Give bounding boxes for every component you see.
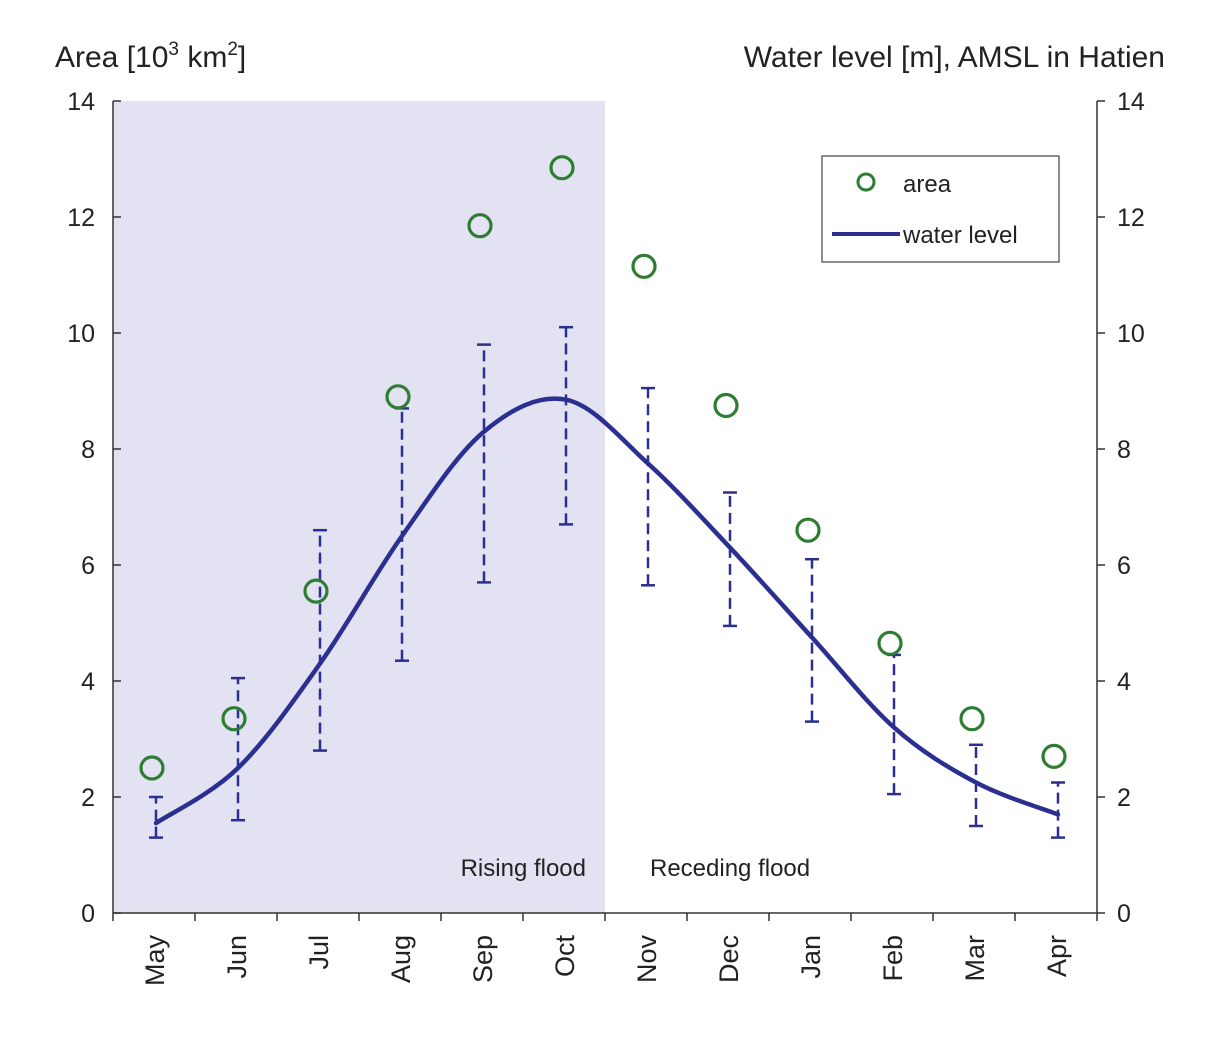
area-point-sep (467, 213, 493, 239)
ticks: 0 0 2 2 4 4 6 6 8 8 10 10 12 12 14 14 May Jun Jul Aug Sep Oct… (67, 88, 1145, 986)
area-point-jan (795, 517, 821, 543)
x-tick-label-nov: Nov (632, 935, 662, 984)
area-point-dec (713, 392, 739, 419)
x-tick-label-jun: Jun (222, 935, 252, 979)
x-tick-label-aug: Aug (386, 935, 416, 983)
right-y-tick-label: 2 (1117, 784, 1131, 812)
left-y-tick-label: 10 (67, 320, 95, 348)
water-level-line (153, 396, 1061, 826)
right-y-tick-label: 14 (1117, 88, 1145, 116)
region-labels: Rising flood Receding flood (461, 855, 811, 882)
area-point-jul (303, 578, 329, 604)
left-y-tick-label: 0 (81, 900, 95, 928)
area-point-jun (221, 706, 247, 732)
right-y-axis-label: Water level [m], AMSL in Hatien (744, 41, 1165, 74)
area-point-may (139, 755, 165, 781)
left-y-tick-label: 12 (67, 204, 95, 232)
region-rising-flood (113, 101, 605, 913)
left-y-tick-label: 6 (81, 552, 95, 580)
left-y-tick-label: 4 (81, 668, 95, 696)
x-tick-label-jul: Jul (304, 935, 334, 970)
x-tick-label-apr: Apr (1042, 935, 1072, 977)
x-tick-label-feb: Feb (878, 935, 908, 982)
legend-water-level-label: water level (902, 222, 1018, 249)
x-tick-label-oct: Oct (550, 935, 580, 978)
area-point-nov (631, 253, 657, 279)
x-tick-label-jan: Jan (796, 935, 826, 979)
area-point-apr (1041, 743, 1067, 770)
right-y-tick-label: 4 (1117, 668, 1131, 696)
region-label-rising-flood: Rising flood (461, 855, 586, 882)
right-y-tick-label: 8 (1117, 436, 1131, 464)
area-series (139, 155, 1067, 781)
x-tick-label-may: May (140, 935, 170, 987)
left-y-axis-label: Area [103 km2] (55, 39, 246, 74)
left-y-tick-label: 2 (81, 784, 95, 812)
area-point-oct (549, 155, 575, 181)
x-tick-label-sep: Sep (468, 935, 498, 983)
x-tick-label-dec: Dec (714, 935, 744, 983)
right-y-tick-label: 0 (1117, 900, 1131, 928)
region-label-receding-flood: Receding flood (650, 855, 810, 882)
legend-area-label: area (903, 171, 952, 198)
right-y-tick-label: 6 (1117, 552, 1131, 580)
right-y-tick-label: 12 (1117, 204, 1145, 232)
legend-area-marker (856, 172, 876, 192)
left-y-tick-label: 14 (67, 88, 95, 116)
x-tick-label-mar: Mar (960, 935, 990, 982)
legend: area water level (821, 155, 1060, 263)
area-point-mar (959, 706, 985, 732)
area-point-feb (877, 630, 903, 656)
water-level-series (153, 396, 1061, 826)
right-y-tick-label: 10 (1117, 320, 1145, 348)
area-point-aug (385, 384, 411, 410)
left-y-tick-label: 8 (81, 436, 95, 464)
